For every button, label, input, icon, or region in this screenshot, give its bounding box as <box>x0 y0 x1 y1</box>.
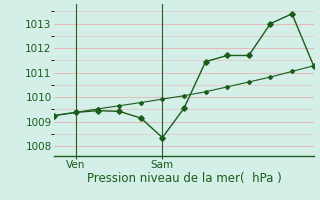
X-axis label: Pression niveau de la mer(  hPa ): Pression niveau de la mer( hPa ) <box>87 172 281 185</box>
